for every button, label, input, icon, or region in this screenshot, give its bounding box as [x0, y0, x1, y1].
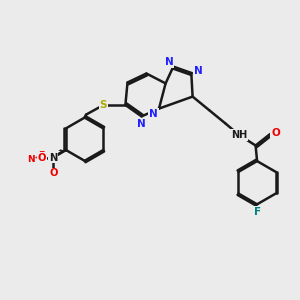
Text: N: N — [164, 57, 173, 67]
Text: O: O — [38, 152, 46, 163]
Text: O: O — [49, 168, 58, 178]
Text: +: + — [57, 148, 63, 154]
Text: −: − — [38, 147, 45, 156]
Text: N⁺: N⁺ — [27, 154, 39, 164]
Text: F: F — [254, 207, 261, 217]
Text: N: N — [49, 152, 58, 163]
Text: N: N — [194, 66, 202, 76]
Text: S: S — [100, 100, 107, 110]
Text: N: N — [33, 154, 41, 164]
Text: O: O — [271, 128, 280, 138]
Text: NH: NH — [231, 130, 247, 140]
Text: N: N — [137, 119, 146, 129]
Text: N: N — [149, 109, 158, 119]
